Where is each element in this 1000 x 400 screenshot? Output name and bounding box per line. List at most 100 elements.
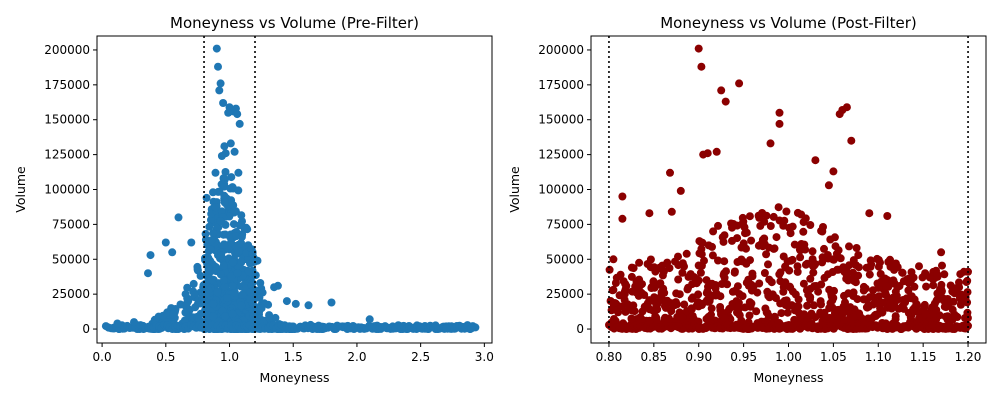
data-point (189, 279, 198, 288)
data-point (610, 299, 619, 307)
data-point (174, 213, 183, 222)
y-tick-label: 75000 (546, 217, 584, 231)
data-point (742, 244, 750, 253)
data-point (202, 193, 211, 202)
data-point (220, 198, 229, 207)
data-point (291, 299, 300, 308)
data-point (202, 303, 211, 312)
data-point (714, 221, 722, 230)
data-point (932, 296, 941, 305)
data-point (763, 309, 772, 317)
data-point (767, 278, 776, 287)
data-point (666, 168, 674, 177)
data-point (733, 234, 742, 243)
data-point (728, 287, 737, 296)
data-point (196, 271, 205, 280)
data-point (929, 281, 938, 290)
data-point (774, 203, 783, 212)
data-point (249, 312, 258, 321)
data-point (735, 290, 744, 298)
data-point (637, 314, 646, 323)
data-point (904, 278, 913, 287)
data-point (874, 262, 883, 271)
data-point (707, 304, 716, 313)
data-point (859, 295, 868, 304)
data-point (858, 314, 867, 323)
data-point (215, 86, 224, 95)
chart-pre-filter: 0 25000 50000 75000 100000 125000 150000 175000… (13, 14, 494, 385)
data-point (925, 273, 934, 282)
y-tick-label: 50000 (546, 252, 584, 266)
x-tick-label: 0.85 (640, 350, 667, 364)
data-point (212, 44, 221, 53)
data-point (717, 86, 726, 95)
data-point (230, 147, 239, 156)
data-point (209, 312, 218, 321)
y-tick-label: 50000 (52, 252, 90, 266)
data-point (631, 282, 640, 291)
data-point (635, 258, 644, 267)
data-point (246, 288, 255, 297)
data-point (894, 304, 903, 313)
data-point (638, 280, 646, 289)
data-point (686, 270, 695, 279)
data-point (226, 139, 235, 148)
data-point (467, 324, 476, 333)
data-point (243, 225, 252, 234)
data-point (796, 246, 805, 255)
data-point (938, 261, 946, 270)
data-point (237, 232, 246, 241)
data-point (865, 293, 874, 302)
data-point (851, 278, 860, 287)
data-point (793, 262, 802, 271)
data-point (207, 236, 216, 245)
data-point (779, 221, 788, 230)
data-point (220, 282, 229, 291)
data-point (745, 311, 754, 320)
data-point (827, 289, 836, 298)
data-point (746, 256, 754, 265)
data-point (849, 313, 858, 321)
data-point (675, 290, 684, 299)
data-point (748, 269, 757, 278)
y-tick-label: 125000 (44, 148, 90, 162)
x-tick-label: 1.15 (910, 350, 937, 364)
data-point (784, 302, 793, 311)
data-point (760, 269, 769, 277)
data-point (747, 286, 756, 295)
data-point (223, 294, 231, 302)
data-point (820, 244, 828, 253)
data-point (760, 234, 769, 243)
data-point (735, 79, 744, 88)
data-point (273, 281, 282, 290)
data-point (762, 250, 771, 259)
data-point (187, 238, 196, 247)
data-point (853, 295, 862, 304)
data-point (829, 255, 838, 264)
data-point (703, 149, 712, 158)
data-point (831, 242, 840, 251)
data-point (620, 295, 629, 304)
data-point (646, 255, 655, 264)
data-point (862, 263, 871, 272)
data-point (810, 282, 819, 291)
data-point (819, 223, 827, 231)
data-point (721, 97, 730, 106)
data-point (728, 223, 736, 232)
data-point (257, 304, 266, 313)
data-point (709, 227, 718, 236)
data-point (233, 110, 242, 119)
y-tick-label: 175000 (538, 78, 584, 92)
data-point (627, 272, 636, 281)
data-point (865, 270, 874, 279)
data-point (806, 293, 815, 302)
data-point (206, 245, 215, 254)
data-point (901, 298, 910, 307)
data-point (659, 284, 668, 293)
data-point (181, 302, 190, 310)
data-point (220, 182, 229, 191)
data-point (246, 295, 255, 304)
data-point (964, 321, 972, 330)
data-point (697, 62, 706, 71)
y-tick-label: 125000 (538, 148, 584, 162)
